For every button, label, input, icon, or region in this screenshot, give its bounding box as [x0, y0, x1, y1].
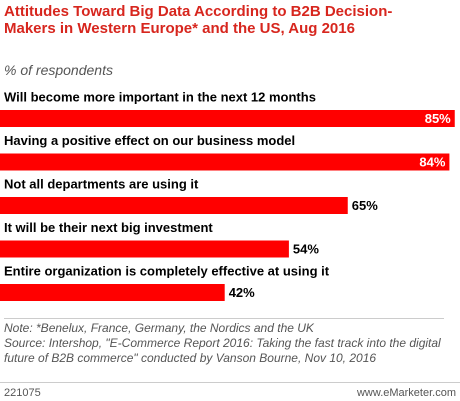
- site: www.eMarketer.com: [356, 387, 456, 399]
- footer: 221075 www.eMarketer.com: [0, 382, 460, 401]
- chart-subtitle: % of respondents: [4, 62, 113, 78]
- category-label: Not all departments are using it: [4, 176, 199, 191]
- category-label: Entire organization is completely effect…: [4, 263, 330, 278]
- category-label: It will be their next big investment: [4, 220, 213, 235]
- value-label: 54%: [293, 241, 319, 256]
- note: Note: *Benelux, France, Germany, the Nor…: [4, 321, 314, 335]
- chart: Will become more important in the next 1…: [0, 89, 455, 301]
- value-label: 85%: [425, 111, 451, 126]
- category-label: Will become more important in the next 1…: [4, 89, 316, 104]
- chart-id: 221075: [4, 387, 41, 399]
- bar: [0, 110, 455, 127]
- value-label: 84%: [419, 154, 445, 169]
- bar: [0, 197, 348, 214]
- notes: Note: *Benelux, France, Germany, the Nor…: [4, 318, 444, 366]
- bar: [0, 240, 289, 258]
- bar: [0, 153, 450, 171]
- bar: [0, 284, 225, 301]
- source: Source: Intershop, "E-Commerce Report 20…: [4, 336, 441, 365]
- category-label: Having a positive effect on our business…: [4, 133, 295, 148]
- value-label: 42%: [229, 285, 255, 300]
- chart-title: Attitudes Toward Big Data According to B…: [4, 3, 393, 37]
- value-label: 65%: [352, 198, 378, 213]
